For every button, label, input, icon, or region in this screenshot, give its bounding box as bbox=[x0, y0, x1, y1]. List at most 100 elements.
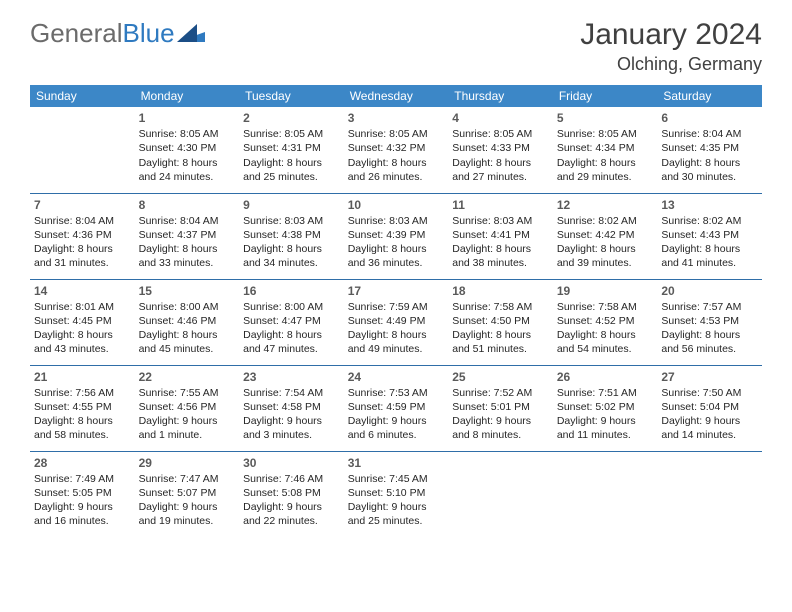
calendar-day-cell: 31Sunrise: 7:45 AMSunset: 5:10 PMDayligh… bbox=[344, 451, 449, 537]
day-number: 19 bbox=[557, 283, 654, 299]
calendar-day-cell: 30Sunrise: 7:46 AMSunset: 5:08 PMDayligh… bbox=[239, 451, 344, 537]
daylight-line: Daylight: 9 hours and 14 minutes. bbox=[661, 414, 758, 442]
day-number: 8 bbox=[139, 197, 236, 213]
logo-text-blue: Blue bbox=[123, 18, 175, 49]
sunrise-line: Sunrise: 7:53 AM bbox=[348, 386, 445, 400]
calendar-day-cell: 23Sunrise: 7:54 AMSunset: 4:58 PMDayligh… bbox=[239, 365, 344, 451]
weekday-header: Thursday bbox=[448, 85, 553, 107]
day-number: 30 bbox=[243, 455, 340, 471]
location: Olching, Germany bbox=[580, 54, 762, 75]
calendar-day-cell: 9Sunrise: 8:03 AMSunset: 4:38 PMDaylight… bbox=[239, 193, 344, 279]
logo-text-gray: General bbox=[30, 18, 123, 49]
daylight-line: Daylight: 9 hours and 8 minutes. bbox=[452, 414, 549, 442]
calendar-day-cell: 6Sunrise: 8:04 AMSunset: 4:35 PMDaylight… bbox=[657, 107, 762, 193]
sunset-line: Sunset: 5:07 PM bbox=[139, 486, 236, 500]
sunrise-line: Sunrise: 8:05 AM bbox=[243, 127, 340, 141]
sunrise-line: Sunrise: 7:52 AM bbox=[452, 386, 549, 400]
day-number: 21 bbox=[34, 369, 131, 385]
day-number: 1 bbox=[139, 110, 236, 126]
sunset-line: Sunset: 5:08 PM bbox=[243, 486, 340, 500]
calendar-body: 1Sunrise: 8:05 AMSunset: 4:30 PMDaylight… bbox=[30, 107, 762, 537]
day-number: 20 bbox=[661, 283, 758, 299]
title-block: January 2024 Olching, Germany bbox=[580, 18, 762, 75]
weekday-header-row: SundayMondayTuesdayWednesdayThursdayFrid… bbox=[30, 85, 762, 107]
daylight-line: Daylight: 8 hours and 56 minutes. bbox=[661, 328, 758, 356]
sunrise-line: Sunrise: 8:02 AM bbox=[557, 214, 654, 228]
daylight-line: Daylight: 8 hours and 39 minutes. bbox=[557, 242, 654, 270]
sunset-line: Sunset: 5:01 PM bbox=[452, 400, 549, 414]
weekday-header: Monday bbox=[135, 85, 240, 107]
daylight-line: Daylight: 8 hours and 29 minutes. bbox=[557, 156, 654, 184]
weekday-header: Saturday bbox=[657, 85, 762, 107]
calendar-day-cell: 25Sunrise: 7:52 AMSunset: 5:01 PMDayligh… bbox=[448, 365, 553, 451]
calendar-day-cell: 12Sunrise: 8:02 AMSunset: 4:42 PMDayligh… bbox=[553, 193, 658, 279]
daylight-line: Daylight: 8 hours and 26 minutes. bbox=[348, 156, 445, 184]
weekday-header: Tuesday bbox=[239, 85, 344, 107]
sunset-line: Sunset: 4:55 PM bbox=[34, 400, 131, 414]
sunrise-line: Sunrise: 7:58 AM bbox=[452, 300, 549, 314]
daylight-line: Daylight: 8 hours and 33 minutes. bbox=[139, 242, 236, 270]
sunrise-line: Sunrise: 7:45 AM bbox=[348, 472, 445, 486]
sunrise-line: Sunrise: 8:04 AM bbox=[661, 127, 758, 141]
sunset-line: Sunset: 5:05 PM bbox=[34, 486, 131, 500]
sunset-line: Sunset: 4:33 PM bbox=[452, 141, 549, 155]
daylight-line: Daylight: 8 hours and 24 minutes. bbox=[139, 156, 236, 184]
day-number: 28 bbox=[34, 455, 131, 471]
month-title: January 2024 bbox=[580, 18, 762, 52]
calendar-day-cell: 5Sunrise: 8:05 AMSunset: 4:34 PMDaylight… bbox=[553, 107, 658, 193]
sunset-line: Sunset: 4:59 PM bbox=[348, 400, 445, 414]
calendar-day-cell bbox=[448, 451, 553, 537]
calendar-day-cell: 10Sunrise: 8:03 AMSunset: 4:39 PMDayligh… bbox=[344, 193, 449, 279]
sunrise-line: Sunrise: 7:58 AM bbox=[557, 300, 654, 314]
sunset-line: Sunset: 4:31 PM bbox=[243, 141, 340, 155]
calendar-day-cell: 11Sunrise: 8:03 AMSunset: 4:41 PMDayligh… bbox=[448, 193, 553, 279]
calendar-day-cell: 13Sunrise: 8:02 AMSunset: 4:43 PMDayligh… bbox=[657, 193, 762, 279]
calendar-day-cell: 22Sunrise: 7:55 AMSunset: 4:56 PMDayligh… bbox=[135, 365, 240, 451]
sunrise-line: Sunrise: 8:05 AM bbox=[557, 127, 654, 141]
sunrise-line: Sunrise: 8:02 AM bbox=[661, 214, 758, 228]
day-number: 10 bbox=[348, 197, 445, 213]
weekday-header: Wednesday bbox=[344, 85, 449, 107]
daylight-line: Daylight: 9 hours and 11 minutes. bbox=[557, 414, 654, 442]
sunrise-line: Sunrise: 7:46 AM bbox=[243, 472, 340, 486]
calendar-day-cell: 15Sunrise: 8:00 AMSunset: 4:46 PMDayligh… bbox=[135, 279, 240, 365]
calendar-day-cell bbox=[30, 107, 135, 193]
day-number: 14 bbox=[34, 283, 131, 299]
calendar-day-cell: 18Sunrise: 7:58 AMSunset: 4:50 PMDayligh… bbox=[448, 279, 553, 365]
sunset-line: Sunset: 4:49 PM bbox=[348, 314, 445, 328]
daylight-line: Daylight: 8 hours and 31 minutes. bbox=[34, 242, 131, 270]
sunset-line: Sunset: 4:53 PM bbox=[661, 314, 758, 328]
day-number: 5 bbox=[557, 110, 654, 126]
sunrise-line: Sunrise: 7:51 AM bbox=[557, 386, 654, 400]
calendar-day-cell: 1Sunrise: 8:05 AMSunset: 4:30 PMDaylight… bbox=[135, 107, 240, 193]
sunset-line: Sunset: 5:10 PM bbox=[348, 486, 445, 500]
daylight-line: Daylight: 9 hours and 6 minutes. bbox=[348, 414, 445, 442]
calendar-day-cell: 19Sunrise: 7:58 AMSunset: 4:52 PMDayligh… bbox=[553, 279, 658, 365]
sunrise-line: Sunrise: 7:55 AM bbox=[139, 386, 236, 400]
sunset-line: Sunset: 4:41 PM bbox=[452, 228, 549, 242]
sunrise-line: Sunrise: 8:01 AM bbox=[34, 300, 131, 314]
daylight-line: Daylight: 8 hours and 43 minutes. bbox=[34, 328, 131, 356]
sunset-line: Sunset: 4:47 PM bbox=[243, 314, 340, 328]
sunrise-line: Sunrise: 7:54 AM bbox=[243, 386, 340, 400]
day-number: 2 bbox=[243, 110, 340, 126]
daylight-line: Daylight: 8 hours and 47 minutes. bbox=[243, 328, 340, 356]
calendar-week-row: 21Sunrise: 7:56 AMSunset: 4:55 PMDayligh… bbox=[30, 365, 762, 451]
day-number: 29 bbox=[139, 455, 236, 471]
daylight-line: Daylight: 9 hours and 25 minutes. bbox=[348, 500, 445, 528]
daylight-line: Daylight: 9 hours and 19 minutes. bbox=[139, 500, 236, 528]
day-number: 13 bbox=[661, 197, 758, 213]
day-number: 9 bbox=[243, 197, 340, 213]
day-number: 22 bbox=[139, 369, 236, 385]
daylight-line: Daylight: 8 hours and 58 minutes. bbox=[34, 414, 131, 442]
calendar-week-row: 1Sunrise: 8:05 AMSunset: 4:30 PMDaylight… bbox=[30, 107, 762, 193]
sunset-line: Sunset: 4:38 PM bbox=[243, 228, 340, 242]
daylight-line: Daylight: 8 hours and 54 minutes. bbox=[557, 328, 654, 356]
day-number: 27 bbox=[661, 369, 758, 385]
flag-icon bbox=[177, 18, 205, 49]
day-number: 17 bbox=[348, 283, 445, 299]
sunset-line: Sunset: 4:35 PM bbox=[661, 141, 758, 155]
sunset-line: Sunset: 4:36 PM bbox=[34, 228, 131, 242]
sunrise-line: Sunrise: 8:03 AM bbox=[348, 214, 445, 228]
sunrise-line: Sunrise: 7:56 AM bbox=[34, 386, 131, 400]
